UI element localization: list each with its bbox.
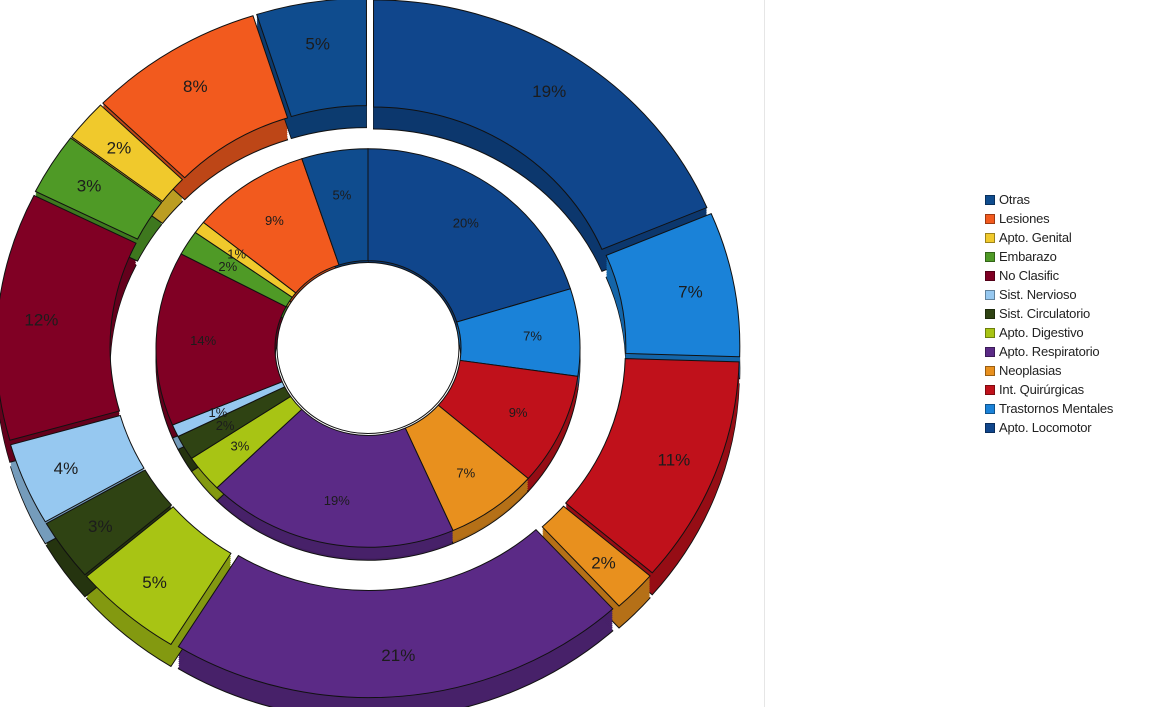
legend-swatch: [985, 327, 995, 338]
outer-slice-label: 5%: [305, 34, 330, 53]
outer-slice-otras: [256, 0, 367, 118]
inner-slice-label: 2%: [216, 418, 235, 433]
inner-slice-label: 2%: [218, 259, 237, 274]
outer-slice-apto-genital: [70, 104, 184, 203]
legend-label: No Clasific: [999, 268, 1059, 283]
outer-slice-int-quirurgicas: [564, 358, 740, 574]
panel-divider: [764, 0, 765, 707]
inner-slice-label: 7%: [523, 328, 542, 343]
legend-item-lesiones: Lesiones: [985, 209, 1113, 228]
legend-label: Sist. Nervioso: [999, 287, 1077, 302]
outer-slice-label: 8%: [183, 77, 208, 96]
outer-slice-sist-circulatorio: [45, 469, 173, 576]
outer-slice-label: 21%: [381, 646, 415, 665]
outer-slice-no-clasific: [0, 194, 137, 441]
legend-label: Apto. Digestivo: [999, 325, 1084, 340]
legend-swatch: [985, 308, 995, 319]
legend-label: Trastornos Mentales: [999, 401, 1114, 416]
inner-slice-label: 5%: [333, 187, 352, 202]
legend-item-apto-digestivo: Apto. Digestivo: [985, 323, 1113, 342]
legend-swatch: [985, 213, 995, 224]
legend-label: Apto. Genital: [999, 230, 1072, 245]
outer-slice-label: 7%: [678, 282, 703, 301]
outer-slice-label: 19%: [532, 82, 566, 101]
legend-item-neoplasias: Neoplasias: [985, 361, 1113, 380]
legend-label: Otras: [999, 192, 1030, 207]
outer-ring: 19% 7% 11% 2% 21% 5% 3% 4% 12% 3% 2% 8% 5%: [0, 0, 741, 712]
legend-label: Int. Quirúrgicas: [999, 382, 1084, 397]
legend-swatch: [985, 403, 995, 414]
legend-swatch: [985, 232, 995, 243]
legend-swatch: [985, 346, 995, 357]
legend-label: Neoplasias: [999, 363, 1062, 378]
legend-label: Apto. Respiratorio: [999, 344, 1100, 359]
legend-item-trastornos-mentales: Trastornos Mentales: [985, 399, 1113, 418]
outer-slice-apto-respiratorio: [177, 528, 614, 699]
legend-label: Sist. Circulatorio: [999, 306, 1091, 321]
legend-item-no-clasific: No Clasific: [985, 266, 1113, 285]
outer-slice-neoplasias: [541, 505, 651, 607]
outer-slice-apto-locomotor: [373, 0, 708, 250]
legend-swatch: [985, 289, 995, 300]
legend-swatch: [985, 251, 995, 262]
legend-item-apto-locomotor: Apto. Locomotor: [985, 418, 1113, 437]
legend-swatch: [985, 422, 995, 433]
inner-slice-label: 9%: [509, 405, 528, 420]
inner-slice-label: 9%: [265, 213, 284, 228]
inner-slice-apto-respiratorio: [216, 408, 454, 548]
outer-slice-label: 5%: [142, 573, 167, 592]
inner-slice-label: 20%: [453, 216, 479, 231]
legend-label: Lesiones: [999, 211, 1050, 226]
outer-slice-lesiones: [102, 15, 289, 179]
legend-item-sist-nervioso: Sist. Nervioso: [985, 285, 1113, 304]
inner-slice-label: 1%: [227, 247, 246, 262]
legend-label: Apto. Locomotor: [999, 420, 1092, 435]
legend-item-int-quirurgicas: Int. Quirúrgicas: [985, 380, 1113, 399]
chart-area: 19% 7% 11% 2% 21% 5% 3% 4% 12% 3% 2% 8% 5% 20% 7% 9% 7% 1…: [0, 0, 741, 712]
outer-slice-label: 2%: [107, 138, 132, 157]
legend-swatch: [985, 270, 995, 281]
outer-slice-label: 3%: [77, 177, 102, 196]
inner-slice-label: 14%: [190, 333, 216, 348]
legend-label: Embarazo: [999, 249, 1057, 264]
outer-slice-label: 3%: [88, 517, 113, 536]
legend-swatch: [985, 384, 995, 395]
legend-swatch: [985, 365, 995, 376]
outer-slice-label: 2%: [591, 554, 616, 573]
legend-item-sist-circulatorio: Sist. Circulatorio: [985, 304, 1113, 323]
outer-slice-label: 4%: [54, 459, 79, 478]
outer-slice-trastornos-mentales: [605, 212, 741, 358]
outer-slice-apto-digestivo: [85, 506, 232, 646]
outer-slice-label: 12%: [24, 311, 58, 330]
legend-item-apto-genital: Apto. Genital: [985, 228, 1113, 247]
inner-slice-label: 7%: [456, 465, 475, 480]
inner-slice-apto-locomotor: [367, 148, 572, 323]
legend-item-apto-respiratorio: Apto. Respiratorio: [985, 342, 1113, 361]
inner-slice-label: 19%: [324, 493, 350, 508]
legend-item-embarazo: Embarazo: [985, 247, 1113, 266]
legend-swatch: [985, 194, 995, 205]
inner-ring: 20%7%9%7%19%3%2%1%14%2%1%9%5%: [155, 148, 581, 561]
donut-hole: [276, 261, 460, 435]
outer-slice-sist-nervioso: [9, 414, 145, 523]
inner-slice-no-clasific: [155, 253, 287, 426]
chart-legend: Otras Lesiones Apto. Genital Embarazo No Cla…: [985, 190, 1113, 437]
inner-slice-otras: [301, 148, 369, 266]
donut-chart: 19%7%11%2%21%5%3%4%12%3%2%8%5%20%7%9%7%1…: [0, 0, 741, 712]
legend-item-otras: Otras: [985, 190, 1113, 209]
outer-slice-label: 11%: [658, 450, 691, 469]
inner-slice-label: 1%: [209, 405, 228, 420]
inner-slice-label: 3%: [231, 438, 250, 453]
outer-slice-embarazo: [34, 137, 163, 240]
